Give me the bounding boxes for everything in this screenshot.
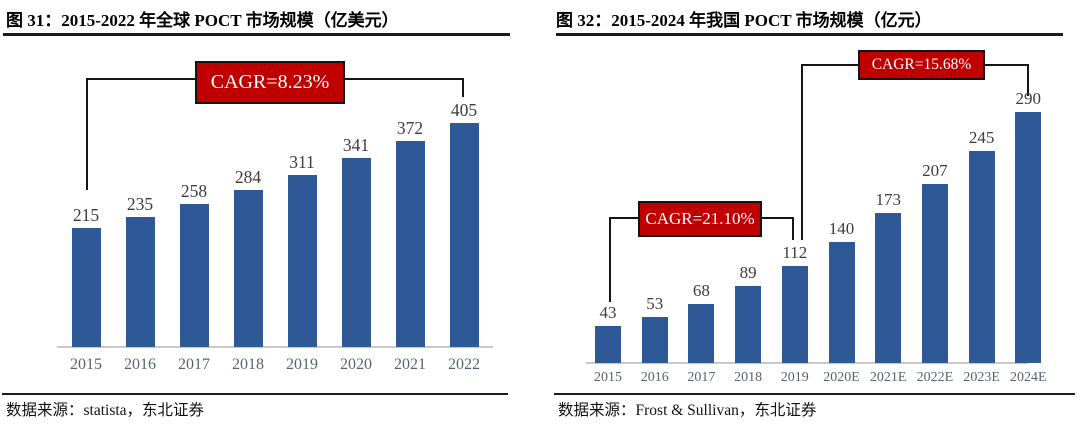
x-tick-2024E: 2024E — [1010, 370, 1047, 385]
title-underline — [3, 33, 510, 36]
cagr-callout-china-forecast: CAGR=15.68% — [858, 50, 985, 80]
x-tick-2018: 2018 — [232, 356, 264, 373]
bar-plot-china: 43 2015 53 2016 68 2017 89 2018 112 2019 140 2020E 1… — [540, 0, 1080, 424]
value-label-2016: 53 — [646, 294, 664, 313]
bar-2020E — [828, 242, 855, 363]
x-tick-2019: 2019 — [780, 370, 809, 385]
bar-2016 — [125, 217, 155, 347]
bar-2015 — [71, 228, 101, 347]
bar-2024E — [1015, 112, 1042, 363]
bar-2022 — [449, 123, 479, 347]
value-label-2021: 372 — [396, 118, 424, 138]
source-note-china: 数据来源：Frost & Sullivan，东北证券 — [558, 402, 817, 419]
x-tick-2019: 2019 — [286, 356, 318, 373]
bar-2021E — [875, 213, 902, 363]
x-tick-2016: 2016 — [640, 370, 669, 385]
source-note-global: 数据来源：statista，东北证券 — [6, 402, 205, 419]
value-label-2019: 311 — [289, 152, 315, 172]
value-label-2016: 235 — [126, 194, 154, 214]
x-tick-2022: 2022 — [448, 356, 480, 373]
bar-2019 — [287, 175, 317, 347]
value-label-2022E: 207 — [922, 161, 948, 180]
bar-2022E — [921, 184, 948, 363]
cagr-callout-global: CAGR=8.23% — [195, 61, 345, 104]
x-tick-2021: 2021 — [394, 356, 426, 373]
bar-2017 — [688, 304, 715, 363]
bar-2018 — [735, 286, 762, 363]
value-label-2020E: 140 — [828, 219, 855, 238]
x-tick-2017: 2017 — [687, 370, 716, 385]
x-tick-2017: 2017 — [178, 356, 210, 373]
bar-2023E — [968, 151, 995, 363]
value-label-2023E: 245 — [968, 128, 995, 147]
value-label-2015: 215 — [72, 205, 100, 225]
chart-title-global: 图 31：2015-2022 年全球 POCT 市场规模（亿美元） — [6, 11, 399, 30]
bar-2021 — [395, 141, 425, 347]
value-label-2017: 258 — [180, 181, 208, 201]
source-divider — [554, 393, 1075, 395]
chart-title-china: 图 32：2015-2024 年我国 POCT 市场规模（亿元） — [556, 11, 932, 30]
value-label-2024E: 290 — [1015, 89, 1042, 108]
panel-china-poct-chart: 图 32：2015-2024 年我国 POCT 市场规模（亿元） CAGR=21… — [540, 0, 1080, 424]
panel-global-poct-chart: 图 31：2015-2022 年全球 POCT 市场规模（亿美元） CAGR=8… — [2, 11, 510, 419]
value-label-2018: 89 — [739, 263, 757, 282]
x-tick-2022E: 2022E — [916, 370, 954, 385]
x-tick-2016: 2016 — [124, 356, 156, 373]
value-label-2015: 43 — [599, 303, 617, 322]
bar-2020 — [341, 158, 371, 347]
value-label-2021E: 173 — [875, 190, 901, 209]
x-axis-line — [586, 362, 1028, 364]
title-underline — [556, 33, 1063, 36]
cagr-callout-china-historic: CAGR=21.10% — [638, 201, 762, 237]
bar-2016 — [641, 317, 668, 363]
bar-plot-global: 215 2015 235 2016 258 2017 284 2018 311 2019 341 20… — [70, 100, 480, 373]
bar-2015 — [595, 326, 621, 363]
source-divider — [2, 393, 508, 395]
x-tick-2015: 2015 — [70, 356, 102, 373]
x-tick-2015: 2015 — [594, 370, 622, 385]
x-tick-2020E: 2020E — [823, 370, 860, 385]
bar-2019 — [781, 266, 808, 363]
value-label-2019: 112 — [782, 243, 808, 262]
x-tick-2020: 2020 — [340, 356, 372, 373]
bar-2018 — [233, 190, 263, 347]
value-label-2022: 405 — [450, 100, 478, 120]
x-tick-2018: 2018 — [734, 370, 763, 385]
x-tick-2021E: 2021E — [869, 370, 907, 385]
bar-2017 — [179, 204, 209, 347]
value-label-2020: 341 — [342, 135, 370, 155]
x-axis-line — [57, 346, 493, 348]
value-label-2017: 68 — [692, 281, 710, 300]
value-label-2018: 284 — [234, 167, 262, 187]
x-tick-2023E: 2023E — [963, 370, 1000, 385]
